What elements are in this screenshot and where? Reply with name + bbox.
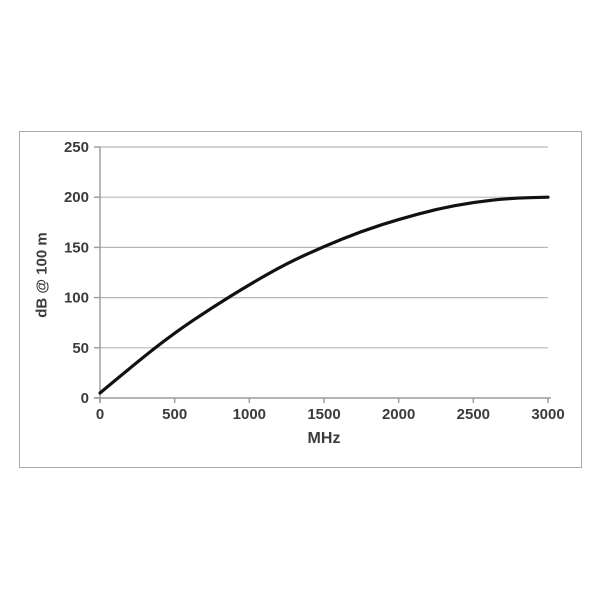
x-axis-title: MHz	[307, 430, 341, 447]
y-tick-label: 50	[72, 340, 89, 357]
x-tick-label: 500	[162, 406, 187, 423]
y-tick-label: 0	[81, 390, 89, 407]
y-tick-label: 200	[64, 189, 89, 206]
chart-frame: 0 50 100 150 200 250 0 500 1000 1500 2000 2500 3000 …	[19, 131, 582, 468]
y-tick-label: 100	[64, 290, 89, 307]
attenuation-curve	[98, 195, 550, 395]
y-tick-label: 250	[64, 139, 89, 156]
y-axis-title: dB @ 100 m	[33, 232, 51, 318]
x-tick-label: 2500	[457, 406, 490, 423]
x-tick-label: 1000	[233, 406, 266, 423]
x-tick-label: 3000	[531, 406, 564, 423]
x-tick-label: 2000	[382, 406, 415, 423]
x-tick-label: 0	[96, 406, 104, 423]
x-tick-label: 1500	[307, 406, 340, 423]
y-tick-label: 150	[64, 239, 89, 256]
